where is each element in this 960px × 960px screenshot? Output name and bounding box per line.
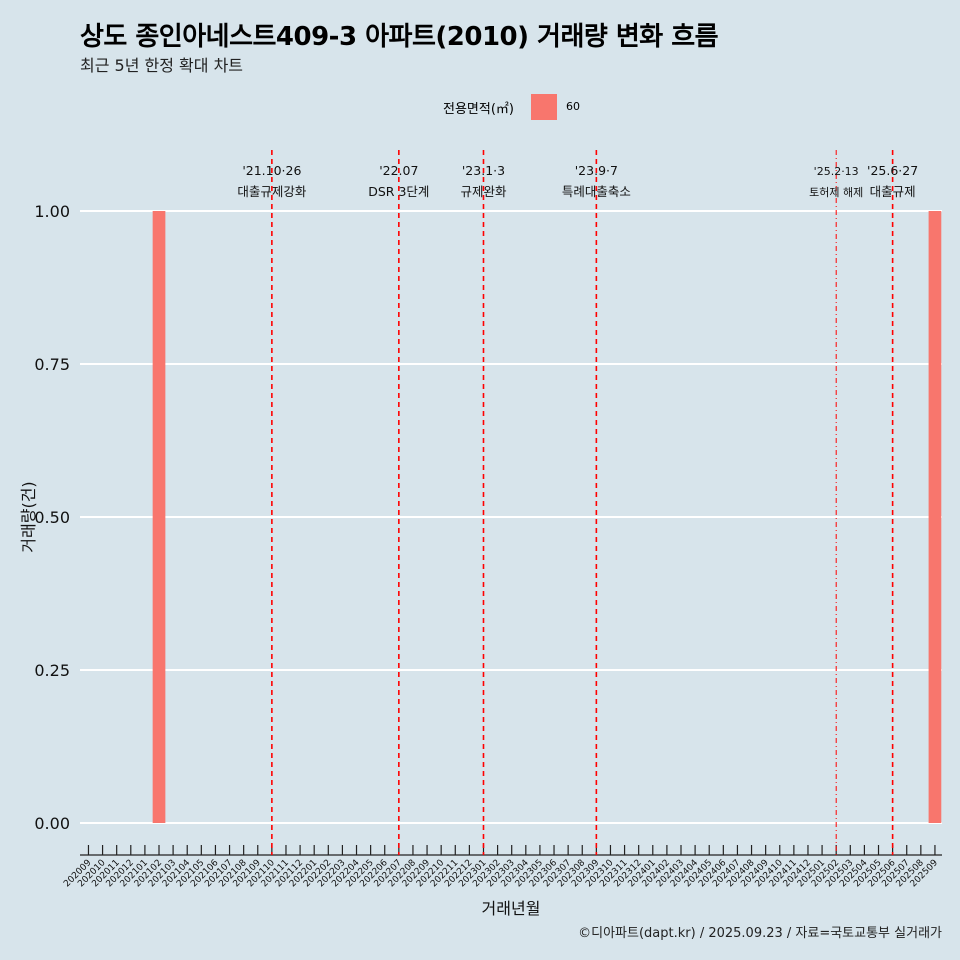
y-tick-label: 1.00 (34, 202, 70, 221)
bar-202102 (152, 211, 166, 823)
legend: 전용면적(㎡) 60 (0, 94, 960, 120)
y-tick-label: 0.00 (34, 814, 70, 833)
y-tick-label: 0.25 (34, 661, 70, 680)
chart-subtitle: 최근 5년 한정 확대 차트 (80, 56, 244, 75)
bar-202509 (928, 211, 942, 823)
source-caption: ©디아파트(dapt.kr) / 2025.09.23 / 자료=국토교통부 실… (578, 926, 942, 941)
event-label-202506: 대출규제 (870, 184, 916, 199)
event-label-202301: 규제완화 (460, 184, 507, 199)
legend-title: 전용면적(㎡) (443, 102, 514, 117)
event-date-202309: '23.9·7 (575, 163, 618, 178)
event-date-202207: '22.07 (379, 163, 418, 178)
event-date-202502: '25.2·13 (814, 165, 859, 178)
event-date-202110: '21.10·26 (242, 163, 301, 178)
y-tick-label: 0.50 (34, 508, 70, 527)
y-axis-title: 거래량(건) (19, 481, 38, 552)
event-label-202110: 대출규제강화 (237, 184, 307, 199)
legend-key-60 (531, 94, 557, 120)
event-date-202301: '23.1·3 (462, 163, 505, 178)
event-label-202502: 토허제 해제 (809, 185, 863, 199)
event-label-202207: DSR 3단계 (368, 184, 429, 199)
chart-title: 상도 종인아네스트409-3 아파트(2010) 거래량 변화 흐름 (80, 22, 719, 52)
y-tick-label: 0.75 (34, 355, 70, 374)
event-date-202506: '25.6·27 (867, 163, 918, 178)
event-label-202309: 특례대출축소 (562, 184, 631, 199)
legend-label-60: 60 (566, 100, 580, 113)
x-axis-title: 거래년월 (482, 899, 541, 918)
